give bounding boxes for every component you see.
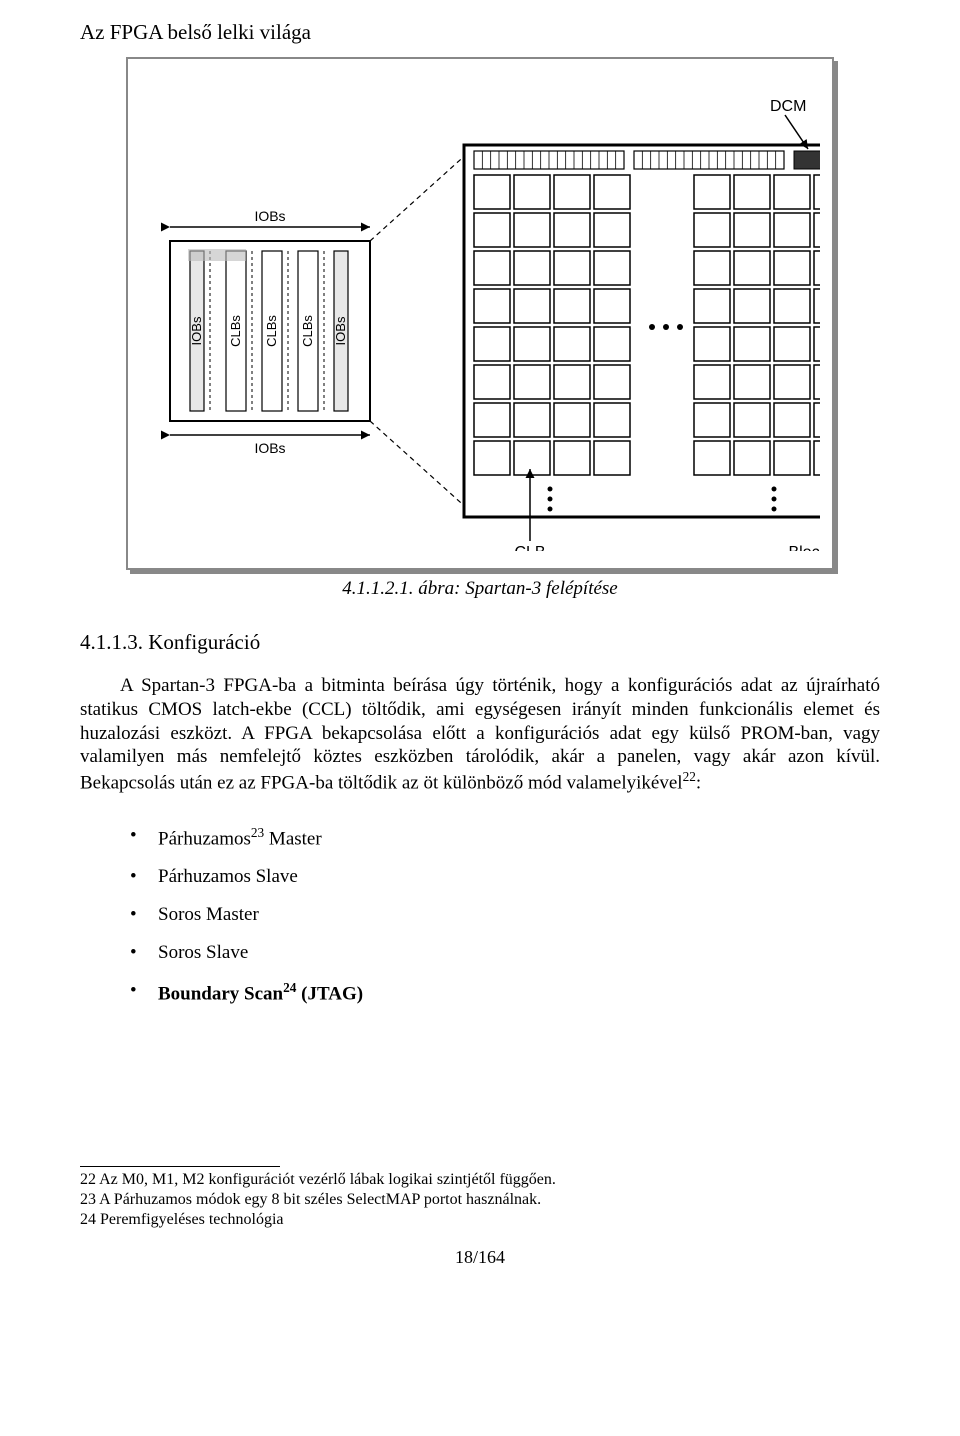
svg-text:IOBs: IOBs <box>254 208 285 224</box>
fpga-diagram: IOBsCLBsCLBsCLBsIOBsIOBsIOBsDCMIOBCLBBlo… <box>140 71 820 551</box>
footnote: 24 Peremfigyeléses technológia <box>80 1211 880 1229</box>
figure-box: IOBsCLBsCLBsCLBsIOBsIOBsIOBsDCMIOBCLBBlo… <box>126 57 834 570</box>
svg-text:CLB: CLB <box>514 544 545 551</box>
footnote-ref-22: 22 <box>683 769 696 784</box>
mode-list: Párhuzamos23 Master Párhuzamos Slave Soros… <box>130 825 880 1006</box>
section-heading: 4.1.1.3. Konfiguráció <box>80 630 880 655</box>
footnote: 23 A Párhuzamos módok egy 8 bit széles S… <box>80 1191 880 1209</box>
footnote: 22 Az M0, M1, M2 konfigurációt vezérlő l… <box>80 1171 880 1189</box>
figure-container: IOBsCLBsCLBsCLBsIOBsIOBsIOBsDCMIOBCLBBlo… <box>80 57 880 570</box>
mode-item: Soros Master <box>130 904 880 926</box>
mode-item: Soros Slave <box>130 942 880 964</box>
mode-item: Boundary Scan24 (JTAG) <box>130 980 880 1005</box>
mode-item: Párhuzamos23 Master <box>130 825 880 850</box>
mode-item: Párhuzamos Slave <box>130 866 880 888</box>
page-number: 18/164 <box>80 1247 880 1268</box>
paragraph-tail: : <box>696 772 701 793</box>
svg-text:Block RAM: Block RAM <box>788 544 820 551</box>
paragraph-config: A Spartan-3 FPGA-ba a bitminta beírása ú… <box>80 674 880 795</box>
svg-text:DCM: DCM <box>770 98 806 115</box>
svg-text:CLBs: CLBs <box>228 315 243 347</box>
footnote-separator <box>80 1166 280 1167</box>
paragraph-body: A Spartan-3 FPGA-ba a bitminta beírása ú… <box>80 675 880 793</box>
footnotes: 22 Az M0, M1, M2 konfigurációt vezérlő l… <box>80 1171 880 1229</box>
svg-text:IOBs: IOBs <box>254 440 285 456</box>
svg-text:IOBs: IOBs <box>189 316 204 345</box>
svg-text:CLBs: CLBs <box>264 315 279 347</box>
page-title: Az FPGA belső lelki világa <box>80 20 880 45</box>
page: Az FPGA belső lelki világa IOBs CLBs CLBs C… <box>0 0 960 1308</box>
svg-text:IOBs: IOBs <box>333 316 348 345</box>
svg-text:CLBs: CLBs <box>300 315 315 347</box>
figure-caption: 4.1.1.2.1. ábra: Spartan-3 felépítése <box>80 578 880 600</box>
